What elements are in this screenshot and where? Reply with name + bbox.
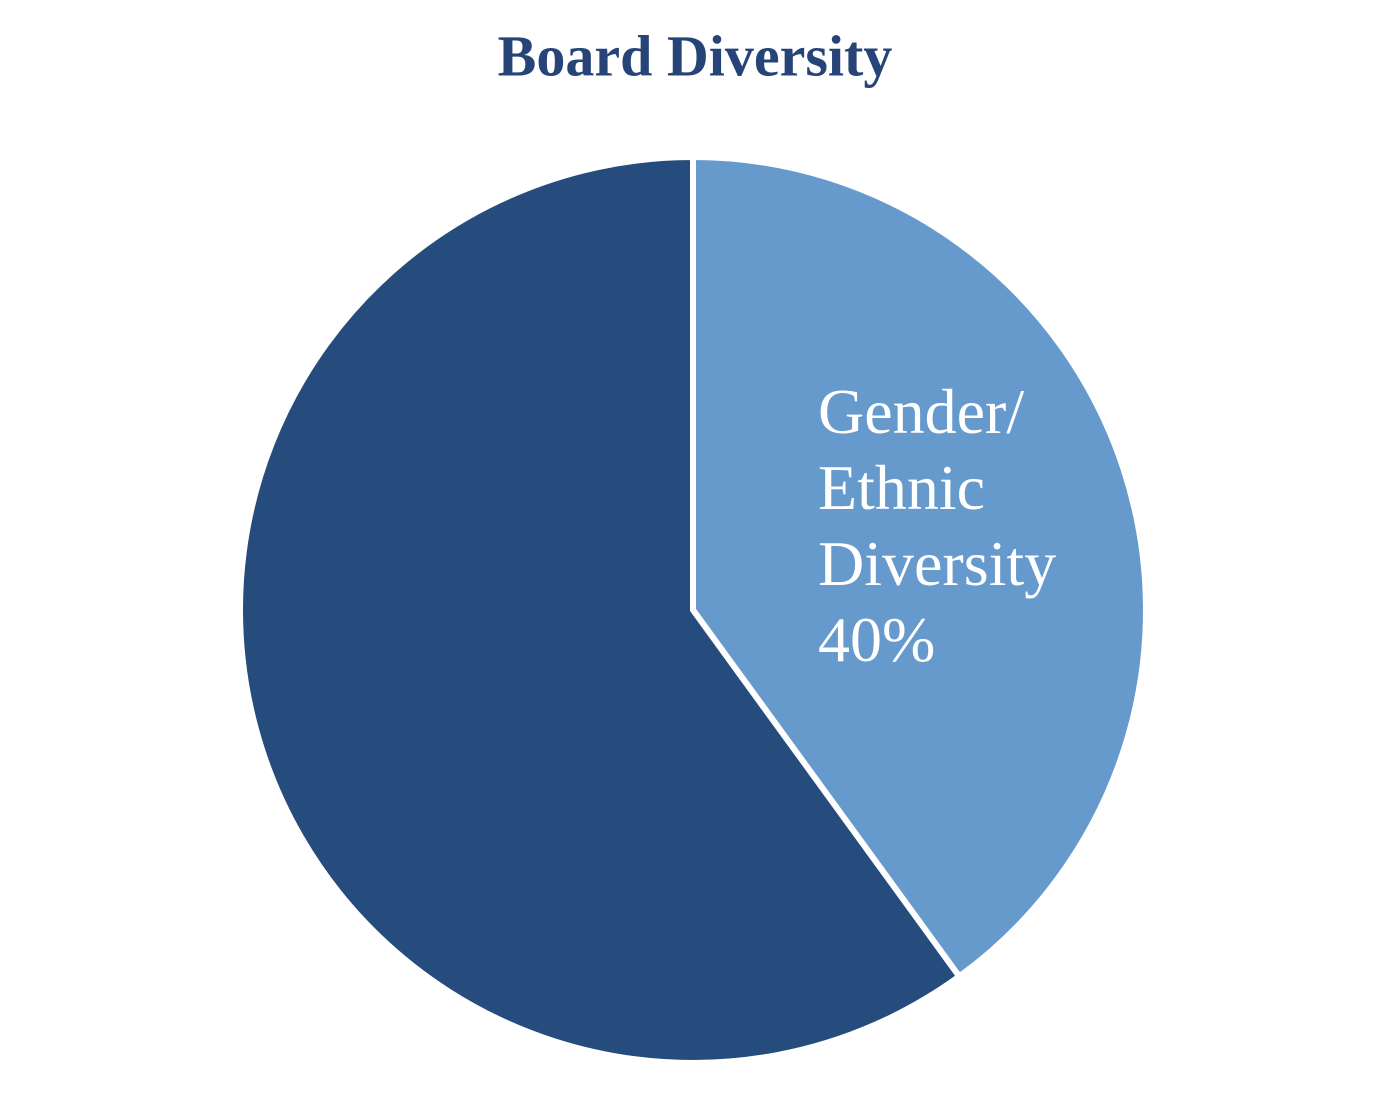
chart-title: Board Diversity	[498, 23, 893, 88]
slices	[237, 153, 1149, 1066]
pie-slice	[690, 153, 1149, 981]
value-label: 40%	[818, 604, 936, 675]
pie-slice	[237, 153, 964, 1066]
slice-label: Gender/ Ethnic Diversity	[818, 376, 1057, 599]
